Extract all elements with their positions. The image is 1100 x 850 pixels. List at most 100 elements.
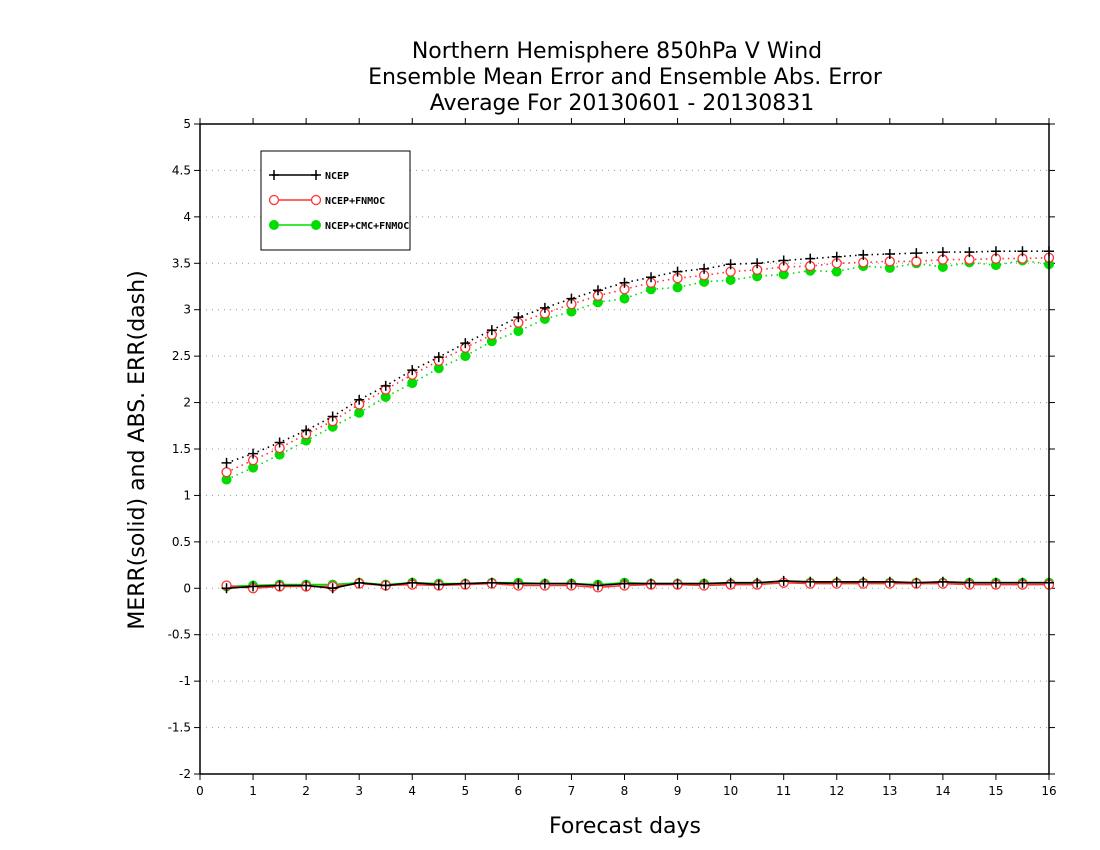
abs-err-point (327, 411, 338, 422)
title-line-3: Average For 20130601 - 20130831 (430, 91, 815, 116)
abs-err-point (619, 293, 630, 304)
merr-point (592, 580, 603, 591)
y-tick-label: 3 (183, 303, 191, 317)
merr-point (805, 576, 816, 587)
axis-ticks: -2-1.5-1-0.500.511.522.533.544.550 1 2 3 4 5 6… (168, 117, 1057, 798)
y-tick-label: 0 (183, 581, 191, 595)
x-tick-label: 10 (723, 784, 738, 798)
abs-err-point (937, 247, 948, 258)
legend-marker (269, 220, 279, 230)
abs-err-line (226, 256, 1050, 473)
merr-point (407, 577, 418, 588)
x-tick-label: 16 (1041, 784, 1056, 798)
legend-marker (310, 194, 322, 206)
abs-err-point (539, 302, 550, 313)
x-tick-label: 7 (568, 784, 576, 798)
abs-err-point (911, 248, 922, 259)
x-tick-label: 13 (882, 784, 897, 798)
abs-err-point (566, 293, 577, 304)
abs-err-point (513, 326, 524, 337)
y-tick-label: 2 (183, 396, 191, 410)
abs-err-point (380, 392, 391, 402)
abs-err-point (725, 275, 736, 285)
merr-point (221, 583, 232, 594)
merr-point (990, 577, 1001, 588)
series-merr-0 (221, 575, 1054, 594)
legend-marker (269, 170, 279, 180)
legend-item: NCEP (269, 170, 349, 182)
x-tick-label: 15 (988, 784, 1003, 798)
merr-point (937, 576, 948, 587)
abs-err-point (805, 253, 816, 264)
abs-err-point (566, 306, 577, 317)
abs-err-point (699, 263, 710, 274)
legend-marker (268, 194, 280, 206)
legend-label: NCEP (325, 171, 349, 182)
y-tick-label: 1 (183, 488, 191, 502)
legend: NCEP NCEP+FNMOC NCEP+CMC+FNMOC (260, 150, 411, 251)
merr-point (566, 578, 577, 589)
abs-err-point (964, 247, 975, 258)
abs-err-point (248, 448, 259, 459)
abs-err-point (354, 394, 365, 405)
x-tick-label: 3 (355, 784, 363, 798)
abs-err-point (221, 474, 232, 485)
x-axis-label: Forecast days (549, 814, 701, 839)
abs-err-point (460, 338, 471, 349)
merr-point (725, 577, 736, 588)
title-line-1: Northern Hemisphere 850hPa V Wind (412, 39, 822, 64)
merr-point (884, 576, 895, 587)
merr-point (699, 578, 710, 589)
abs-err-point (513, 312, 524, 323)
abs-err-point (937, 262, 948, 272)
abs-err-point (433, 352, 444, 363)
merr-point (964, 577, 975, 588)
merr-point (858, 576, 869, 587)
merr-point (752, 577, 763, 588)
legend-marker (311, 220, 321, 230)
abs-err-point (884, 249, 895, 259)
abs-err-point (380, 380, 391, 391)
abs-err-point (778, 255, 789, 266)
merr-point (433, 579, 444, 590)
abs-err-point (831, 266, 842, 277)
x-tick-label: 0 (196, 784, 204, 798)
x-tick-label: 11 (776, 784, 791, 798)
y-tick-label: 3.5 (172, 256, 191, 270)
x-tick-label: 4 (408, 784, 416, 798)
abs-err-point (858, 249, 869, 260)
abs-err-point (433, 363, 444, 374)
abs-err-point (911, 256, 922, 267)
x-tick-label: 14 (935, 784, 950, 798)
title-line-2: Ensemble Mean Error and Ensemble Abs. Er… (368, 65, 883, 90)
merr-point (248, 581, 259, 592)
abs-err-point (778, 269, 789, 280)
abs-err-point (354, 407, 365, 418)
merr-point (380, 580, 391, 591)
abs-err-point (486, 325, 497, 336)
series-abs-err-2 (221, 255, 1054, 485)
abs-err-point (407, 378, 418, 389)
merr-point (831, 576, 842, 587)
x-tick-label: 6 (515, 784, 523, 798)
merr-point (274, 580, 285, 591)
abs-err-point (248, 462, 259, 473)
merr-point (911, 577, 922, 588)
merr-point (672, 578, 683, 589)
y-axis-label: MERR(solid) and ABS. ERR(dash) (125, 270, 150, 629)
legend-label: NCEP+CMC+FNMOC (325, 221, 409, 232)
merr-point (1017, 577, 1028, 588)
abs-err-point (831, 251, 842, 262)
legend-item: NCEP+CMC+FNMOC (269, 220, 409, 232)
y-tick-label: -1.5 (168, 721, 191, 735)
merr-point (619, 578, 630, 589)
abs-err-point (301, 425, 312, 436)
merr-point (513, 578, 524, 589)
merr-point (327, 583, 338, 594)
abs-err-point (725, 259, 736, 270)
x-tick-label: 2 (302, 784, 310, 798)
x-tick-label: 9 (674, 784, 682, 798)
legend-label: NCEP+FNMOC (325, 196, 385, 207)
merr-point (539, 578, 550, 589)
